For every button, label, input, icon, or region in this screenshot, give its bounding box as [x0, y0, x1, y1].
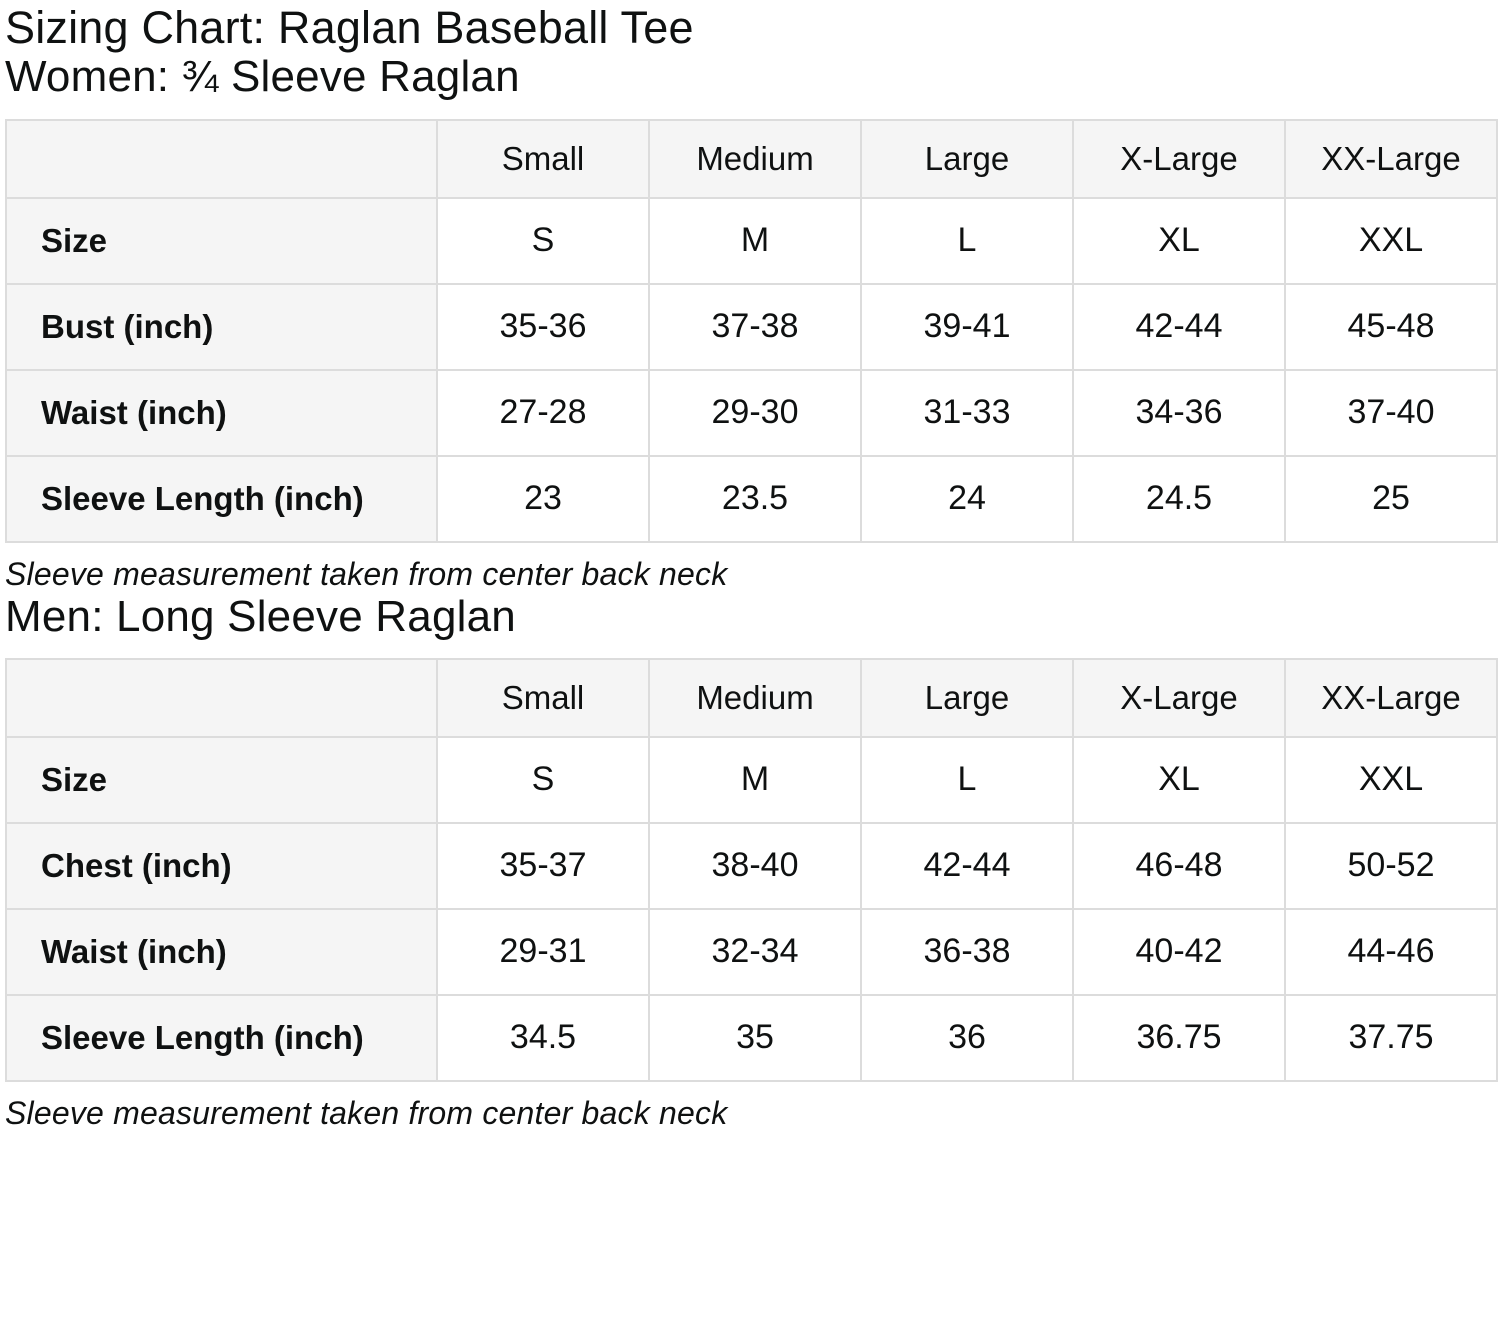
column-header-large: Large — [860, 118, 1074, 199]
women-section: Women: ¾ Sleeve Raglan Small Medium Larg… — [5, 52, 1498, 592]
women-section-heading: Women: ¾ Sleeve Raglan — [5, 52, 520, 102]
table-cell: 50-52 — [1284, 821, 1498, 910]
men-size-table: Small Medium Large X-Large XX-Large Size… — [5, 657, 1498, 1082]
table-cell: 36-38 — [860, 907, 1074, 996]
row-label: Bust (inch) — [5, 282, 438, 371]
row-label: Size — [5, 735, 438, 824]
table-cell: 37.75 — [1284, 993, 1498, 1082]
table-cell: M — [648, 196, 862, 285]
table-cell: 37-40 — [1284, 368, 1498, 457]
women-size-table: Small Medium Large X-Large XX-Large Size… — [5, 118, 1498, 543]
table-cell: 42-44 — [860, 821, 1074, 910]
table-cell: 45-48 — [1284, 282, 1498, 371]
women-table-header-row: Small Medium Large X-Large XX-Large — [5, 118, 1498, 199]
table-cell: 40-42 — [1072, 907, 1286, 996]
table-cell: 36 — [860, 993, 1074, 1082]
women-sleeve-row: Sleeve Length (inch) 23 23.5 24 24.5 25 — [5, 454, 1498, 543]
table-cell: 29-31 — [436, 907, 650, 996]
men-table-header-row: Small Medium Large X-Large XX-Large — [5, 657, 1498, 738]
table-cell: 39-41 — [860, 282, 1074, 371]
table-cell: 35-36 — [436, 282, 650, 371]
table-cell: XL — [1072, 196, 1286, 285]
table-cell: 29-30 — [648, 368, 862, 457]
table-cell: 44-46 — [1284, 907, 1498, 996]
row-label: Size — [5, 196, 438, 285]
table-cell: XL — [1072, 735, 1286, 824]
women-waist-row: Waist (inch) 27-28 29-30 31-33 34-36 37-… — [5, 368, 1498, 457]
table-cell: 35 — [648, 993, 862, 1082]
women-bust-row: Bust (inch) 35-36 37-38 39-41 42-44 45-4… — [5, 282, 1498, 371]
men-section-heading: Men: Long Sleeve Raglan — [5, 591, 516, 641]
table-cell: 31-33 — [860, 368, 1074, 457]
women-size-row: Size S M L XL XXL — [5, 196, 1498, 285]
men-sleeve-note: Sleeve measurement taken from center bac… — [5, 1094, 728, 1131]
table-cell: 35-37 — [436, 821, 650, 910]
table-cell: 23.5 — [648, 454, 862, 543]
row-label: Sleeve Length (inch) — [5, 993, 438, 1082]
column-header-medium: Medium — [648, 657, 862, 738]
corner-cell — [5, 118, 438, 199]
page-title: Sizing Chart: Raglan Baseball Tee — [5, 2, 694, 53]
column-header-x-large: X-Large — [1072, 657, 1286, 738]
column-header-xx-large: XX-Large — [1284, 657, 1498, 738]
column-header-small: Small — [436, 657, 650, 738]
table-cell: XXL — [1284, 735, 1498, 824]
table-cell: S — [436, 196, 650, 285]
table-cell: 38-40 — [648, 821, 862, 910]
table-cell: 46-48 — [1072, 821, 1286, 910]
column-header-x-large: X-Large — [1072, 118, 1286, 199]
table-cell: 23 — [436, 454, 650, 543]
table-cell: L — [860, 196, 1074, 285]
column-header-large: Large — [860, 657, 1074, 738]
row-label: Chest (inch) — [5, 821, 438, 910]
column-header-xx-large: XX-Large — [1284, 118, 1498, 199]
table-cell: 37-38 — [648, 282, 862, 371]
table-cell: 25 — [1284, 454, 1498, 543]
column-header-medium: Medium — [648, 118, 862, 199]
corner-cell — [5, 657, 438, 738]
table-cell: XXL — [1284, 196, 1498, 285]
row-label: Waist (inch) — [5, 907, 438, 996]
table-cell: 24 — [860, 454, 1074, 543]
men-section: Men: Long Sleeve Raglan Small Medium Lar… — [5, 591, 1498, 1132]
table-cell: S — [436, 735, 650, 824]
men-chest-row: Chest (inch) 35-37 38-40 42-44 46-48 50-… — [5, 821, 1498, 910]
table-cell: 34.5 — [436, 993, 650, 1082]
table-cell: M — [648, 735, 862, 824]
men-size-row: Size S M L XL XXL — [5, 735, 1498, 824]
table-cell: 32-34 — [648, 907, 862, 996]
men-sleeve-row: Sleeve Length (inch) 34.5 35 36 36.75 37… — [5, 993, 1498, 1082]
table-cell: 27-28 — [436, 368, 650, 457]
row-label: Sleeve Length (inch) — [5, 454, 438, 543]
table-cell: 42-44 — [1072, 282, 1286, 371]
column-header-small: Small — [436, 118, 650, 199]
sizing-chart-page: Sizing Chart: Raglan Baseball Tee Women:… — [0, 2, 1500, 1132]
table-cell: 24.5 — [1072, 454, 1286, 543]
men-waist-row: Waist (inch) 29-31 32-34 36-38 40-42 44-… — [5, 907, 1498, 996]
women-sleeve-note: Sleeve measurement taken from center bac… — [5, 555, 728, 592]
table-cell: 34-36 — [1072, 368, 1286, 457]
table-cell: 36.75 — [1072, 993, 1286, 1082]
table-cell: L — [860, 735, 1074, 824]
row-label: Waist (inch) — [5, 368, 438, 457]
